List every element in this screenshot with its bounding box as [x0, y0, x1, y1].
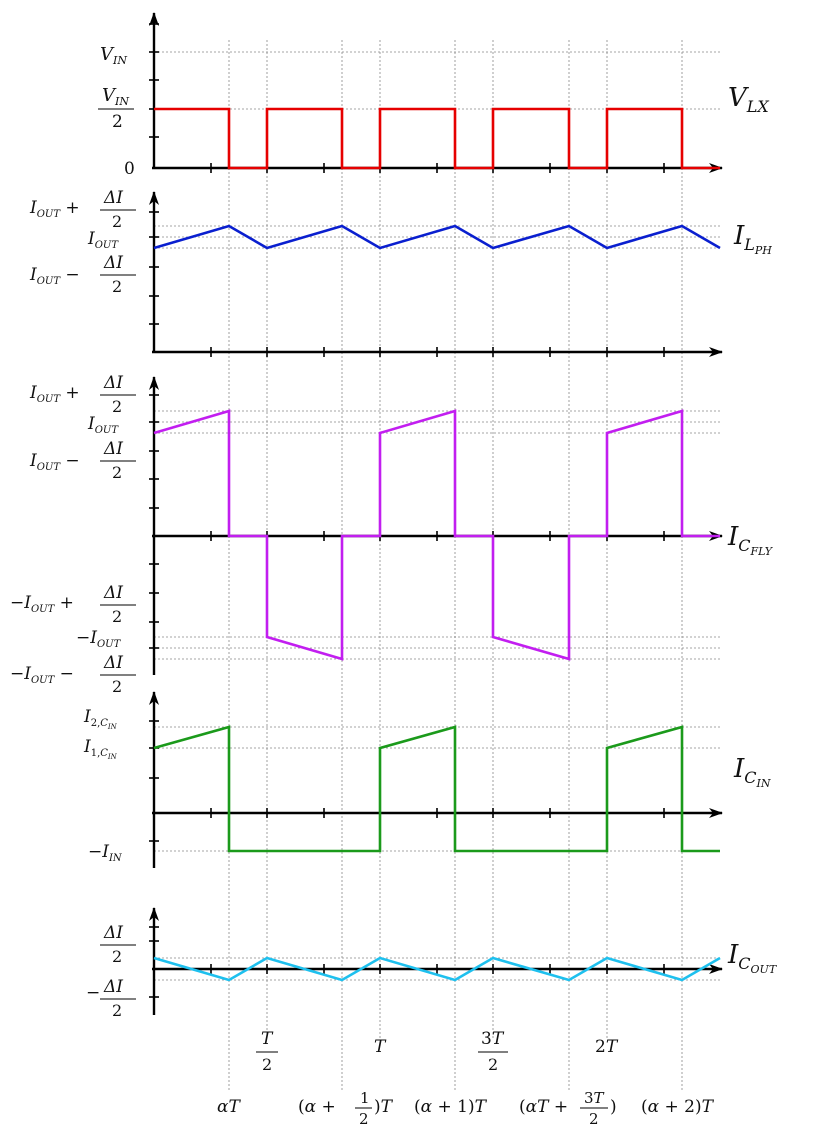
svg-text:I2,CIN: I2,CIN	[83, 707, 118, 731]
i-cfly-waveform	[153, 409, 720, 661]
svg-text:ILPH: ILPH	[733, 221, 772, 257]
svg-text:ΔI: ΔI	[103, 373, 123, 393]
svg-text:2: 2	[112, 607, 122, 626]
label-iout-minus-dI-half-2: IOUT − ΔI 2	[29, 439, 136, 482]
svg-text:ICOUT: ICOUT	[727, 940, 778, 976]
svg-text:ΔI: ΔI	[103, 923, 123, 943]
svg-text:)T: )T	[374, 1097, 394, 1117]
svg-text:2: 2	[112, 112, 123, 132]
label-v-in: VIN	[100, 44, 127, 67]
label-iout-minus-dI-half-1: IOUT − ΔI 2	[29, 253, 136, 296]
x-label-alpha-t: αT	[217, 1097, 241, 1117]
label-neg-iout-minus-dI-half: −IOUT − ΔI 2	[10, 653, 136, 696]
svg-text:−IOUT −: −IOUT −	[10, 664, 74, 686]
svg-text:2: 2	[488, 1055, 498, 1074]
signal-name-i-l-ph: ILPH	[733, 221, 772, 257]
svg-text:2: 2	[589, 1110, 599, 1128]
x-label-half-t: T 2	[256, 1029, 278, 1074]
label-neg-iin: −IIN	[88, 842, 123, 864]
svg-text:3T: 3T	[481, 1029, 505, 1049]
label-i2-cin: I2,CIN	[83, 707, 118, 731]
svg-text:2: 2	[112, 397, 122, 416]
svg-text:2: 2	[112, 277, 122, 296]
x-label-t: T	[374, 1037, 387, 1057]
svg-text:1: 1	[360, 1089, 370, 1107]
svg-text:2: 2	[112, 212, 122, 231]
svg-text:IOUT +: IOUT +	[29, 383, 80, 405]
svg-text:I1,CIN: I1,CIN	[83, 737, 118, 761]
label-dI-half: ΔI 2	[100, 923, 136, 966]
label-i1-cin: I1,CIN	[83, 737, 118, 761]
svg-text:3T: 3T	[584, 1089, 605, 1107]
label-neg-iout-plus-dI-half: −IOUT + ΔI 2	[10, 583, 136, 626]
x-label-alpha-plus-half-t: (α + 1 2 )T	[298, 1089, 394, 1128]
svg-text:(α +: (α +	[298, 1097, 336, 1117]
svg-text:(αT +: (αT +	[519, 1097, 568, 1117]
svg-text:ICFLY: ICFLY	[727, 522, 774, 558]
svg-text:2: 2	[112, 463, 122, 482]
i-cin-waveform	[153, 725, 720, 853]
svg-text:ICIN: ICIN	[733, 754, 771, 790]
svg-text:2: 2	[359, 1110, 369, 1128]
label-zero: 0	[124, 159, 135, 179]
svg-text:2: 2	[112, 677, 122, 696]
signal-name-v-lx: VLX	[728, 83, 769, 116]
svg-text:IOUT −: IOUT −	[29, 451, 80, 473]
svg-text:IOUT −: IOUT −	[29, 265, 80, 287]
x-label-three-half-t: 3T 2	[478, 1029, 508, 1074]
svg-text:ΔI: ΔI	[103, 653, 123, 673]
svg-text:): )	[610, 1097, 617, 1117]
svg-text:−: −	[86, 983, 100, 1003]
x-label-alpha-t-plus-three-half-t: (αT + 3T 2 )	[519, 1089, 617, 1128]
x-label-two-t: 2T	[595, 1037, 619, 1057]
i-lph-waveform	[153, 224, 721, 250]
level-gridlines	[154, 51, 720, 981]
x-label-alpha-plus-one-t: (α + 1)T	[414, 1097, 488, 1117]
label-iout-plus-dI-half-2: IOUT + ΔI 2	[29, 373, 136, 416]
label-neg-dI-half: − ΔI 2	[86, 977, 136, 1020]
v-lx-waveform	[154, 107, 720, 170]
svg-text:VIN: VIN	[100, 44, 127, 67]
signal-name-i-c-out: ICOUT	[727, 940, 778, 976]
svg-text:ΔI: ΔI	[103, 977, 123, 997]
svg-text:2: 2	[262, 1055, 272, 1074]
svg-text:−IIN: −IIN	[88, 842, 123, 864]
svg-text:ΔI: ΔI	[103, 583, 123, 603]
svg-text:−IOUT +: −IOUT +	[10, 593, 74, 615]
svg-text:2: 2	[112, 1001, 122, 1020]
label-iout-1: IOUT	[87, 229, 119, 251]
svg-text:ΔI: ΔI	[103, 439, 123, 459]
svg-text:−IOUT: −IOUT	[76, 628, 122, 650]
svg-text:2: 2	[112, 947, 122, 966]
label-iout-plus-dI-half-1: IOUT + ΔI 2	[29, 188, 136, 231]
svg-text:T: T	[261, 1029, 274, 1049]
label-neg-iout: −IOUT	[76, 628, 122, 650]
svg-text:VIN: VIN	[102, 85, 129, 108]
label-v-in-half: VIN 2	[98, 85, 134, 132]
signal-name-i-c-in: ICIN	[733, 754, 771, 790]
i-cout-waveform	[153, 956, 721, 982]
time-gridlines	[228, 40, 683, 1090]
label-iout-2: IOUT	[87, 414, 119, 436]
signal-name-i-c-fly: ICFLY	[727, 522, 774, 558]
svg-text:IOUT: IOUT	[87, 414, 119, 436]
svg-text:IOUT +: IOUT +	[29, 198, 80, 220]
svg-text:IOUT: IOUT	[87, 229, 119, 251]
svg-text:ΔI: ΔI	[103, 253, 123, 273]
svg-text:ΔI: ΔI	[103, 188, 123, 208]
x-label-alpha-plus-two-t: (α + 2)T	[641, 1097, 715, 1117]
svg-text:VLX: VLX	[728, 83, 769, 116]
